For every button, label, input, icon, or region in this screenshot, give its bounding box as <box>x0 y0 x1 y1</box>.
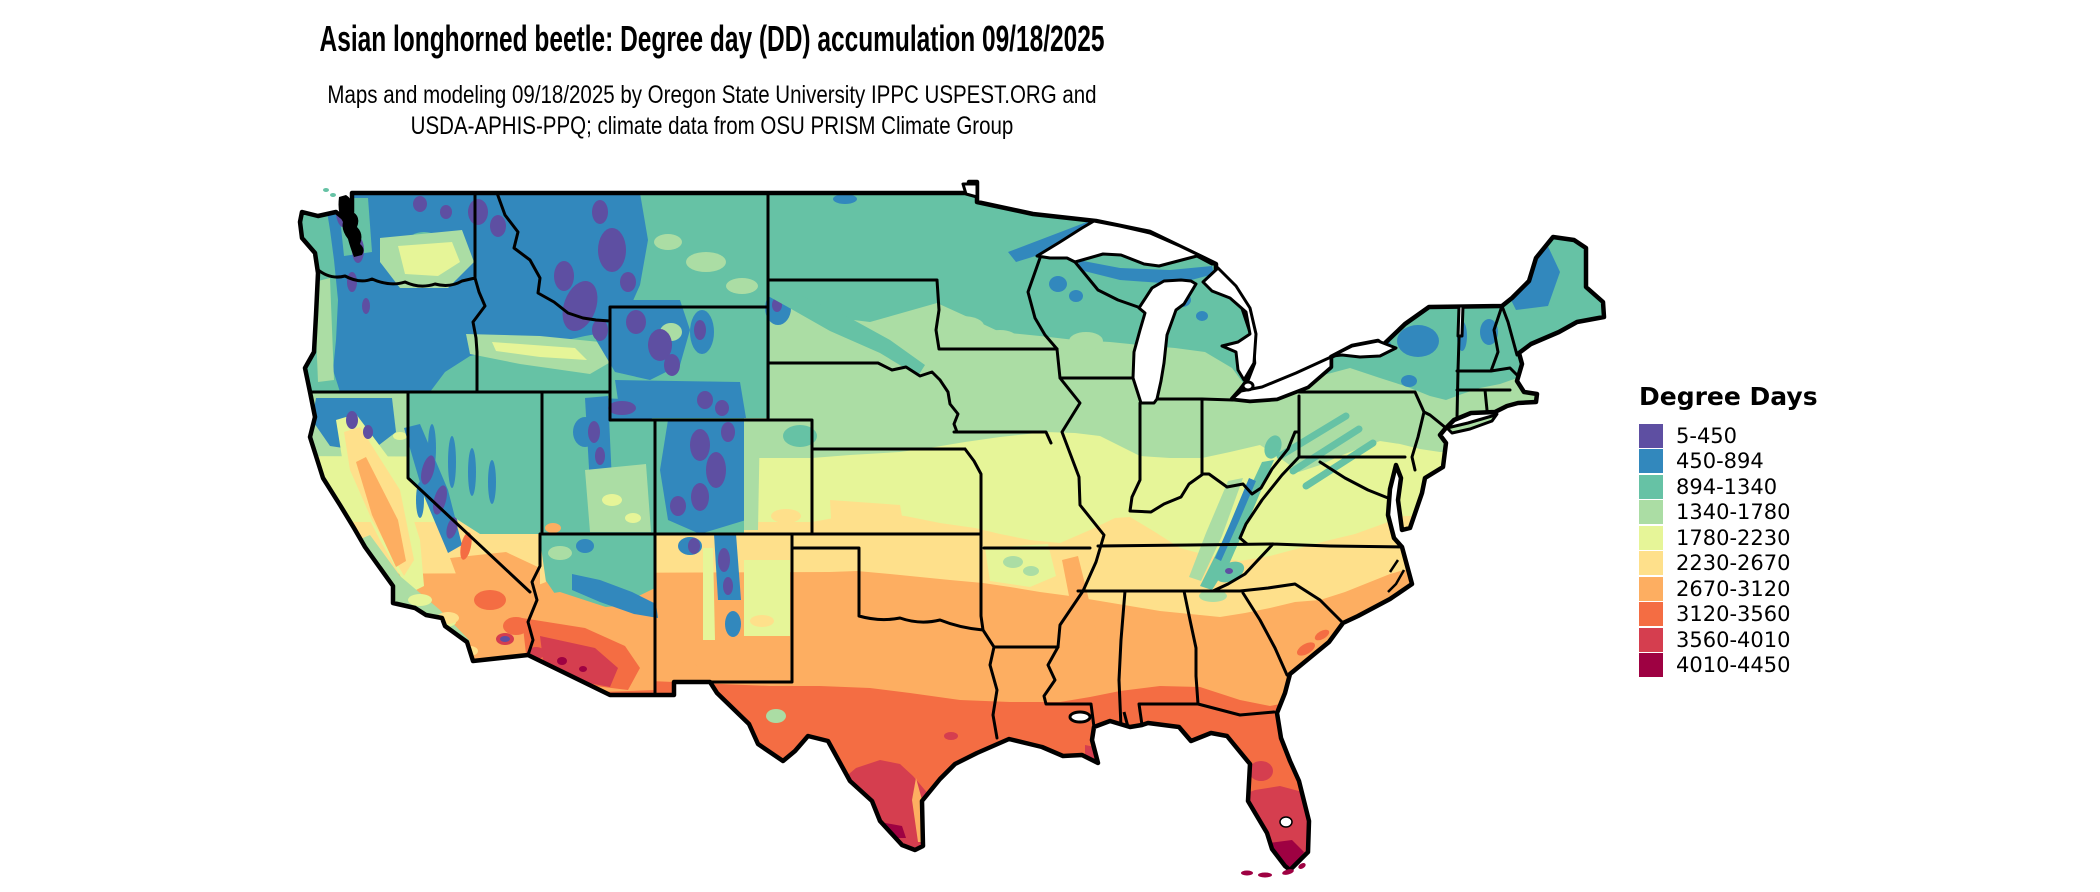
lake-huron <box>1201 266 1258 382</box>
legend-swatch <box>1639 551 1663 576</box>
legend-row: 894-1340 <box>1639 474 1818 500</box>
legend-row: 450-894 <box>1639 449 1818 475</box>
legend-range-label: 894-1340 <box>1676 474 1778 499</box>
lake-ontario <box>1330 339 1398 359</box>
legend-swatch <box>1639 576 1663 601</box>
great-lakes <box>961 182 1465 724</box>
lake-michigan <box>1131 278 1198 405</box>
legend-range-label: 2230-2670 <box>1676 551 1791 576</box>
legend-swatch <box>1639 653 1663 678</box>
legend-row: 2670-3120 <box>1639 576 1818 602</box>
legend-swatch <box>1639 449 1663 474</box>
raster-layer <box>300 182 1604 870</box>
us-outline <box>297 179 1607 873</box>
legend-row: 4010-4450 <box>1639 653 1818 679</box>
legend-range-label: 2670-3120 <box>1676 576 1791 601</box>
legend-rows: 5-450 450-894 894-1340 1340-1780 1780-22… <box>1639 423 1818 678</box>
subtitle-line-2: USDA-APHIS-PPQ; climate data from OSU PR… <box>410 112 1014 140</box>
legend-swatch <box>1639 500 1663 525</box>
long-island <box>1445 412 1499 435</box>
legend-range-label: 5-450 <box>1676 423 1738 448</box>
lake-of-the-woods <box>961 182 979 199</box>
subtitle-line-1: Maps and modeling 09/18/2025 by Oregon S… <box>327 81 1097 109</box>
legend-swatch <box>1639 627 1663 652</box>
legend-range-label: 450-894 <box>1676 449 1764 474</box>
lake-pontchartrain <box>1068 710 1092 724</box>
florida-keys <box>1241 863 1306 878</box>
coastal-details <box>323 188 1499 878</box>
legend: Degree Days 5-450 450-894 894-1340 1340-… <box>1639 382 1818 678</box>
lake-superior <box>1035 219 1218 268</box>
lake-st-clair <box>1241 380 1255 392</box>
map-subtitle: Maps and modeling 09/18/2025 by Oregon S… <box>128 80 1296 142</box>
puget-sound <box>338 195 364 257</box>
legend-range-label: 3560-4010 <box>1676 627 1791 652</box>
state-borders <box>306 191 1519 740</box>
legend-range-label: 1340-1780 <box>1676 500 1791 525</box>
legend-swatch <box>1639 474 1663 499</box>
legend-row: 5-450 <box>1639 423 1818 449</box>
legend-row: 2230-2670 <box>1639 551 1818 577</box>
map-title: Asian longhorned beetle: Degree day (DD)… <box>319 18 1105 59</box>
legend-range-label: 3120-3560 <box>1676 602 1791 627</box>
legend-row: 3560-4010 <box>1639 627 1818 653</box>
legend-swatch <box>1639 423 1663 448</box>
legend-row: 3120-3560 <box>1639 602 1818 628</box>
san-juan-islands <box>323 188 336 197</box>
legend-swatch <box>1639 602 1663 627</box>
mobile-bay <box>1122 711 1130 728</box>
legend-range-label: 1780-2230 <box>1676 525 1791 550</box>
legend-swatch <box>1639 525 1663 550</box>
lake-champlain <box>1456 304 1465 338</box>
legend-row: 1340-1780 <box>1639 500 1818 526</box>
legend-range-label: 4010-4450 <box>1676 653 1791 678</box>
legend-row: 1780-2230 <box>1639 525 1818 551</box>
pamlico-sound <box>1387 559 1406 593</box>
legend-title: Degree Days <box>1639 382 1818 411</box>
